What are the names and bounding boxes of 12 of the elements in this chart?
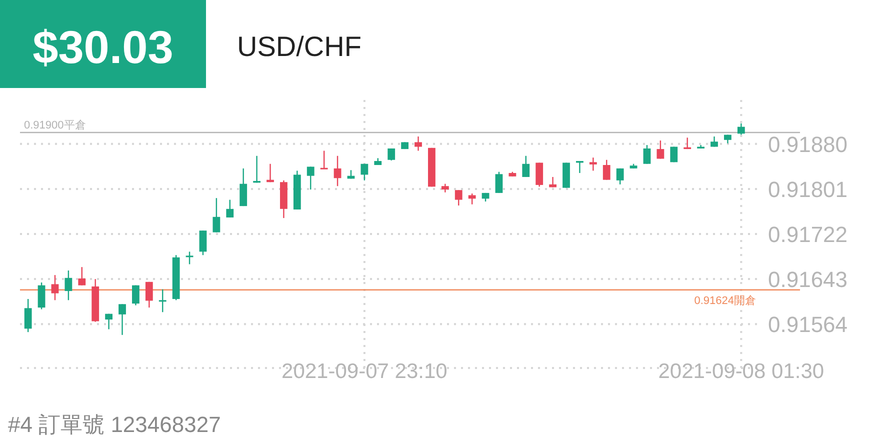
text: #4 訂單號 123468327 [8, 412, 221, 437]
x-tick-label: 2021-09-08 01:30 [658, 360, 824, 383]
y-tick-label: 0.91564 [768, 312, 848, 338]
ref-line-label: 0.91624開倉 [694, 294, 756, 307]
y-tick-label: 0.91643 [768, 267, 848, 292]
x-tick-label: 2021-09-07 23:10 [282, 360, 448, 383]
y-tick-label: 0.91801 [768, 176, 848, 202]
chart-subtitle: $30.03 [32, 21, 174, 73]
y-tick-label: 0.91880 [768, 132, 848, 157]
y-tick-label: 0.91722 [768, 222, 848, 247]
ref-line-label: 0.91900平倉 [24, 120, 86, 132]
chart-title: USD/CHF [237, 31, 362, 62]
